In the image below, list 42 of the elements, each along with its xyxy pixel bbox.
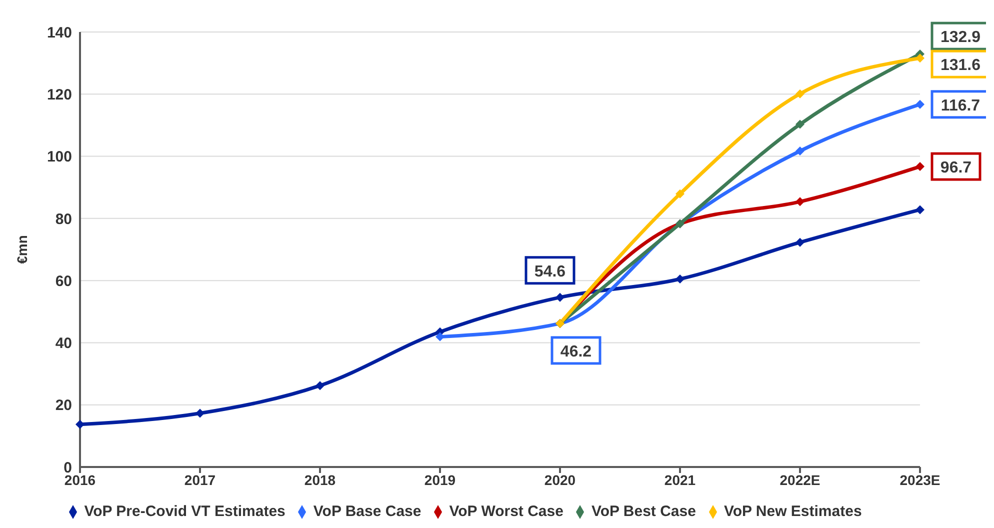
legend-label: VoP Base Case: [313, 503, 422, 520]
x-tick-label: 2017: [184, 472, 216, 488]
legend-label: VoP New Estimates: [724, 503, 862, 520]
point: [916, 54, 924, 63]
x-tick-label: 2023E: [900, 472, 940, 488]
y-tick-label: 80: [55, 210, 72, 228]
x-tick-label: 2019: [424, 472, 456, 488]
data-label: 46.2: [560, 343, 592, 360]
point: [676, 274, 684, 284]
x-tick-label: 2021: [664, 472, 696, 488]
data-label: 132.9: [940, 29, 981, 46]
point: [316, 381, 324, 390]
point: [916, 205, 924, 214]
point: [76, 420, 84, 429]
x-tick-label: 2018: [304, 472, 336, 488]
x-tick-label: 2022E: [780, 472, 820, 488]
y-tick-label: 100: [46, 148, 72, 166]
point: [796, 120, 804, 129]
point: [796, 89, 804, 98]
data-label: 54.6: [534, 263, 566, 280]
point: [916, 100, 924, 109]
point: [676, 189, 684, 198]
data-label: 96.7: [940, 160, 972, 177]
point: [436, 332, 444, 342]
x-tick-label: 2020: [544, 472, 576, 488]
y-axis-title: €mn: [14, 235, 30, 264]
y-tick-label: 40: [55, 335, 72, 352]
point: [796, 146, 804, 156]
point: [196, 408, 204, 418]
point: [796, 197, 804, 206]
point: [556, 292, 564, 302]
y-tick-label: 140: [46, 24, 72, 42]
y-tick-label: 20: [55, 397, 72, 414]
legend-label: VoP Pre-Covid VT Estimates: [84, 503, 286, 520]
legend-label: VoP Best Case: [591, 503, 696, 520]
y-tick-label: 120: [46, 86, 72, 104]
data-label: 116.7: [940, 97, 980, 114]
y-tick-label: 60: [55, 272, 72, 290]
point: [796, 238, 804, 247]
legend-label: VoP Worst Case: [449, 503, 564, 520]
data-label: 131.6: [940, 57, 981, 74]
point: [916, 162, 924, 172]
